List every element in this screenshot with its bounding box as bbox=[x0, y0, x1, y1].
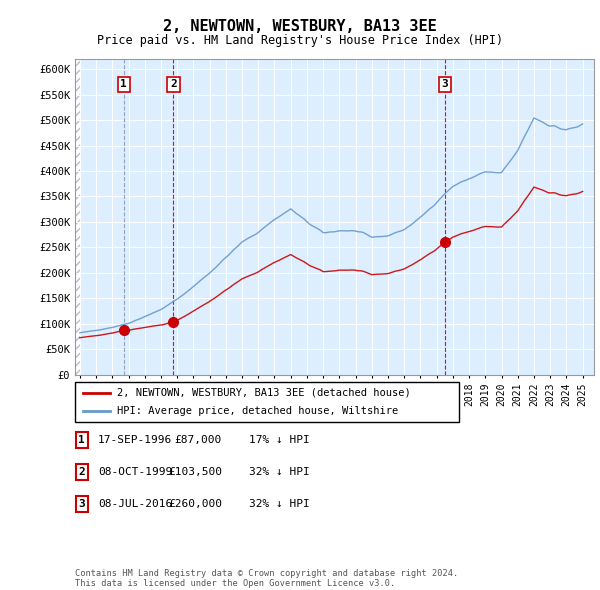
Text: Price paid vs. HM Land Registry's House Price Index (HPI): Price paid vs. HM Land Registry's House … bbox=[97, 34, 503, 47]
Bar bbox=[75, 59, 80, 375]
Text: 3: 3 bbox=[78, 500, 85, 509]
Text: 08-OCT-1999: 08-OCT-1999 bbox=[98, 467, 172, 477]
Text: 2: 2 bbox=[170, 80, 177, 90]
Text: 17% ↓ HPI: 17% ↓ HPI bbox=[249, 435, 310, 444]
Text: £87,000: £87,000 bbox=[175, 435, 222, 444]
Text: Contains HM Land Registry data © Crown copyright and database right 2024.
This d: Contains HM Land Registry data © Crown c… bbox=[75, 569, 458, 588]
Text: 2, NEWTOWN, WESTBURY, BA13 3EE: 2, NEWTOWN, WESTBURY, BA13 3EE bbox=[163, 19, 437, 34]
Text: 2: 2 bbox=[78, 467, 85, 477]
Text: £103,500: £103,500 bbox=[168, 467, 222, 477]
Text: 1: 1 bbox=[78, 435, 85, 444]
Text: 08-JUL-2016: 08-JUL-2016 bbox=[98, 500, 172, 509]
Bar bbox=[124, 59, 173, 375]
Text: 1: 1 bbox=[121, 80, 127, 90]
Text: 17-SEP-1996: 17-SEP-1996 bbox=[98, 435, 172, 444]
Text: 32% ↓ HPI: 32% ↓ HPI bbox=[249, 467, 310, 477]
Text: HPI: Average price, detached house, Wiltshire: HPI: Average price, detached house, Wilt… bbox=[117, 406, 398, 416]
Text: £260,000: £260,000 bbox=[168, 500, 222, 509]
Text: 3: 3 bbox=[442, 80, 448, 90]
Text: 32% ↓ HPI: 32% ↓ HPI bbox=[249, 500, 310, 509]
Text: 2, NEWTOWN, WESTBURY, BA13 3EE (detached house): 2, NEWTOWN, WESTBURY, BA13 3EE (detached… bbox=[117, 388, 411, 398]
